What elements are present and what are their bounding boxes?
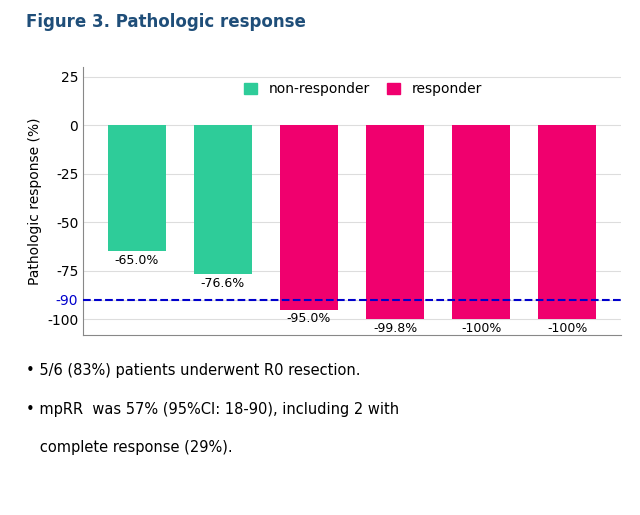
Text: complete response (29%).: complete response (29%). [26,440,232,455]
Text: -100%: -100% [547,322,588,335]
Bar [452,125,510,319]
Text: -65.0%: -65.0% [115,254,159,267]
Text: • 5/6 (83%) patients underwent R0 resection.: • 5/6 (83%) patients underwent R0 resect… [26,363,360,378]
Text: -100%: -100% [461,322,501,335]
Legend: non-responder, responder: non-responder, responder [238,77,488,101]
Text: Figure 3. Pathologic response: Figure 3. Pathologic response [26,13,305,31]
Text: -99.8%: -99.8% [373,322,417,335]
Text: • mpRR  was 57% (95%CI: 18-90), including 2 with: • mpRR was 57% (95%CI: 18-90), including… [26,402,399,417]
Bar [194,125,252,274]
Bar [538,125,596,319]
Bar [108,125,166,251]
Text: -76.6%: -76.6% [201,277,245,290]
Text: -95.0%: -95.0% [287,313,331,325]
Bar [280,125,338,310]
Y-axis label: Pathologic response (%): Pathologic response (%) [28,117,42,285]
Bar [366,125,424,319]
